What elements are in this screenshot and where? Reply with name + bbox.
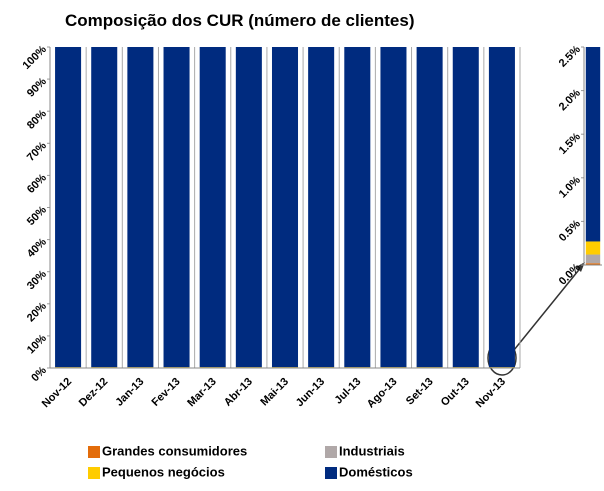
- x-tick-label: Jul-13: [332, 376, 363, 407]
- y-tick-label: 1.0%: [557, 174, 583, 200]
- y-tick-label: 10%: [25, 332, 49, 356]
- legend-label: Domésticos: [339, 464, 413, 479]
- y-tick-label: 0.5%: [557, 218, 583, 244]
- y-tick-label: 2.5%: [557, 43, 583, 69]
- bar-segment: [489, 47, 515, 367]
- bar-segment: [380, 47, 406, 367]
- legend: Grandes consumidores Industriais Pequenos …: [88, 443, 413, 479]
- x-tick-label: Dez-12: [77, 376, 111, 410]
- legend-label: Grandes consumidores: [102, 443, 247, 458]
- x-tick-label: Out-13: [439, 376, 472, 409]
- y-tick-label: 70%: [25, 140, 49, 164]
- inset-chart: 0.0%0.5%1.0%1.5%2.0%2.5%: [557, 0, 602, 288]
- bar-segment: [586, 241, 600, 254]
- legend-swatch: [88, 446, 100, 458]
- x-tick-label: Jan-13: [113, 376, 146, 409]
- y-tick-label: 20%: [25, 300, 49, 324]
- x-tick-label: Nov-12: [40, 376, 74, 410]
- y-tick-label: 80%: [25, 108, 49, 132]
- x-tick-label: Jun-13: [294, 376, 328, 410]
- bars: [586, 0, 600, 265]
- y-tick-label: 40%: [25, 236, 49, 260]
- bar-segment: [586, 0, 600, 241]
- legend-swatch: [325, 467, 337, 479]
- x-tick-label: Abr-13: [222, 376, 255, 409]
- bar-segment: [55, 47, 81, 367]
- legend-label: Industriais: [339, 443, 405, 458]
- bar-segment: [91, 47, 117, 367]
- bar-segment: [272, 47, 298, 367]
- y-tick-label: 50%: [25, 204, 49, 228]
- chart-title: Composição dos CUR (número de clientes): [65, 11, 415, 30]
- bar-segment: [236, 47, 262, 367]
- x-tick-label: Set-13: [404, 376, 436, 408]
- y-tick-label: 100%: [21, 43, 50, 72]
- bar-segment: [417, 47, 443, 367]
- x-tick-label: Mai-13: [258, 376, 291, 409]
- y-tick-label: 1.5%: [557, 131, 583, 157]
- y-tick-label: 2.0%: [557, 87, 583, 113]
- legend-swatch: [325, 446, 337, 458]
- y-tick-label: 60%: [25, 172, 49, 196]
- y-tick-label: 90%: [25, 75, 49, 99]
- x-tick-label: Mar-13: [185, 376, 219, 410]
- bar-segment: [164, 47, 190, 367]
- bar-segment: [453, 47, 479, 367]
- bar-segment: [200, 47, 226, 367]
- legend-label: Pequenos negócios: [102, 464, 225, 479]
- bar-segment: [127, 47, 153, 367]
- y-tick-label: 0%: [29, 364, 49, 384]
- x-tick-label: Ago-13: [365, 376, 400, 411]
- x-tick-label: Nov-13: [474, 376, 508, 410]
- x-tick-label: Fev-13: [150, 376, 183, 409]
- legend-swatch: [88, 467, 100, 479]
- bar-segment: [586, 255, 600, 264]
- bar-segment: [308, 47, 334, 367]
- y-tick-label: 30%: [25, 268, 49, 292]
- bar-segment: [344, 47, 370, 367]
